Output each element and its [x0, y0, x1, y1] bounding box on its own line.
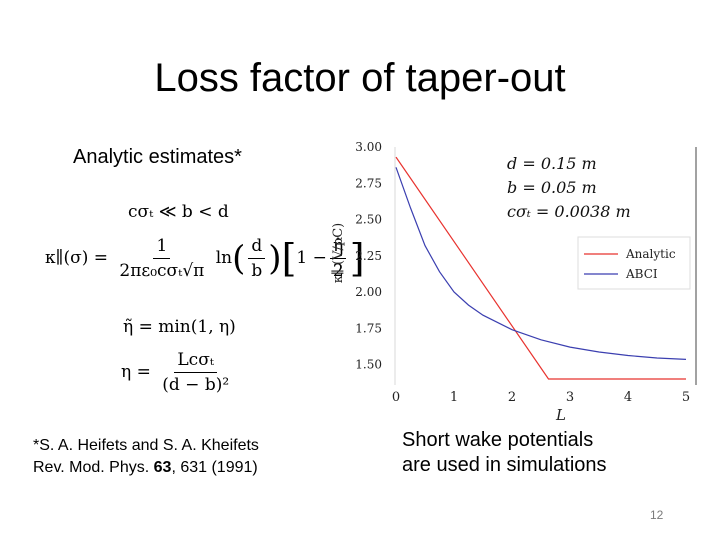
- x-tick-label: 3: [566, 390, 574, 405]
- legend-label-abci: ABCI: [625, 267, 658, 281]
- reference-pages-year: , 631 (1991): [171, 459, 258, 476]
- x-tick-label: 2: [508, 390, 516, 405]
- left-paren: (: [232, 238, 246, 279]
- left-bracket: [: [281, 236, 297, 281]
- eta-equation: η = Lcσₜ (d − b)²: [121, 350, 235, 395]
- simulation-note-line-1: Short wake potentials: [402, 429, 594, 451]
- kappa-lhs: κ∥(σ) =: [45, 248, 108, 268]
- simulation-note-line-2: are used in simulations: [402, 454, 607, 476]
- x-tick-label: 5: [682, 390, 690, 405]
- y-tick-label: 2.25: [355, 249, 382, 263]
- eta-half-numerator: η̃: [330, 236, 347, 259]
- slide-title: Loss factor of taper-out: [154, 56, 566, 100]
- reference-line-2: Rev. Mod. Phys. 63, 631 (1991): [33, 457, 259, 479]
- ln-operator: ln: [215, 248, 233, 268]
- kappa-prefactor: 1 2πε₀cσₜ√π: [116, 236, 207, 281]
- legend-box: [577, 236, 691, 290]
- eta-fraction: Lcσₜ (d − b)²: [159, 350, 232, 395]
- y-tick-label: 2.50: [355, 213, 382, 227]
- x-tick-label: 4: [624, 390, 632, 405]
- y-axis-label: κ∥ (V/pC): [331, 223, 346, 283]
- reference-journal: Rev. Mod. Phys.: [33, 459, 154, 476]
- parameter-annotation: b = 0.05 m: [507, 178, 597, 197]
- right-paren: ): [268, 238, 282, 279]
- y-tick-label: 2.00: [355, 285, 382, 299]
- y-tick-label: 3.00: [355, 140, 382, 154]
- x-tick-label: 0: [392, 390, 400, 405]
- series-line-analytic: [395, 156, 686, 380]
- x-axis-label: L: [555, 406, 566, 424]
- kappa-prefactor-numerator: 1: [153, 236, 171, 259]
- kappa-equation: κ∥(σ) = 1 2πε₀cσₜ√π ln( d b )[1 − η̃ 2 ]: [45, 236, 365, 281]
- legend-label-analytic: Analytic: [625, 247, 676, 261]
- eta-lhs: η =: [121, 362, 151, 382]
- series-line-abci: [395, 167, 687, 360]
- eta-numerator: Lcσₜ: [174, 350, 217, 373]
- ratio-numerator: d: [248, 236, 266, 259]
- y-tick-label: 2.75: [355, 176, 382, 190]
- eta-half-fraction: η̃ 2: [330, 236, 347, 281]
- reference-volume: 63: [153, 459, 172, 476]
- y-tick-label: 1.50: [355, 358, 382, 372]
- right-bracket: ]: [349, 236, 365, 281]
- kappa-prefactor-denominator: 2πε₀cσₜ√π: [119, 261, 205, 281]
- reference-citation: *S. A. Heifets and S. A. Kheifets Rev. M…: [33, 435, 259, 479]
- parameter-annotation: cσₜ = 0.0038 m: [507, 202, 631, 221]
- reference-line-1: *S. A. Heifets and S. A. Kheifets: [33, 437, 259, 454]
- analytic-estimates-label: Analytic estimates*: [73, 146, 242, 168]
- ratio-fraction: d b: [248, 236, 266, 281]
- one-minus: 1 −: [296, 248, 327, 268]
- y-tick-label: 1.75: [355, 321, 382, 335]
- simulation-note: Short wake potentials are used in simula…: [402, 428, 607, 478]
- eta-tilde-equation: η̃ = min(1, η): [123, 317, 236, 337]
- loss-factor-chart: 1.50 1.75 2.00 2.25 2.50 2.75 3.00 0 1 2 3 4 5 Lκ∥ (V…: [331, 140, 697, 424]
- condition-equation: cσₜ ≪ b < d: [128, 202, 229, 222]
- eta-half-denominator: 2: [332, 261, 344, 281]
- ratio-denominator: b: [251, 261, 263, 281]
- x-tick-label: 1: [450, 390, 458, 405]
- page-number: 12: [650, 508, 664, 522]
- parameter-annotation: d = 0.15 m: [507, 154, 597, 173]
- eta-denominator: (d − b)²: [162, 375, 230, 395]
